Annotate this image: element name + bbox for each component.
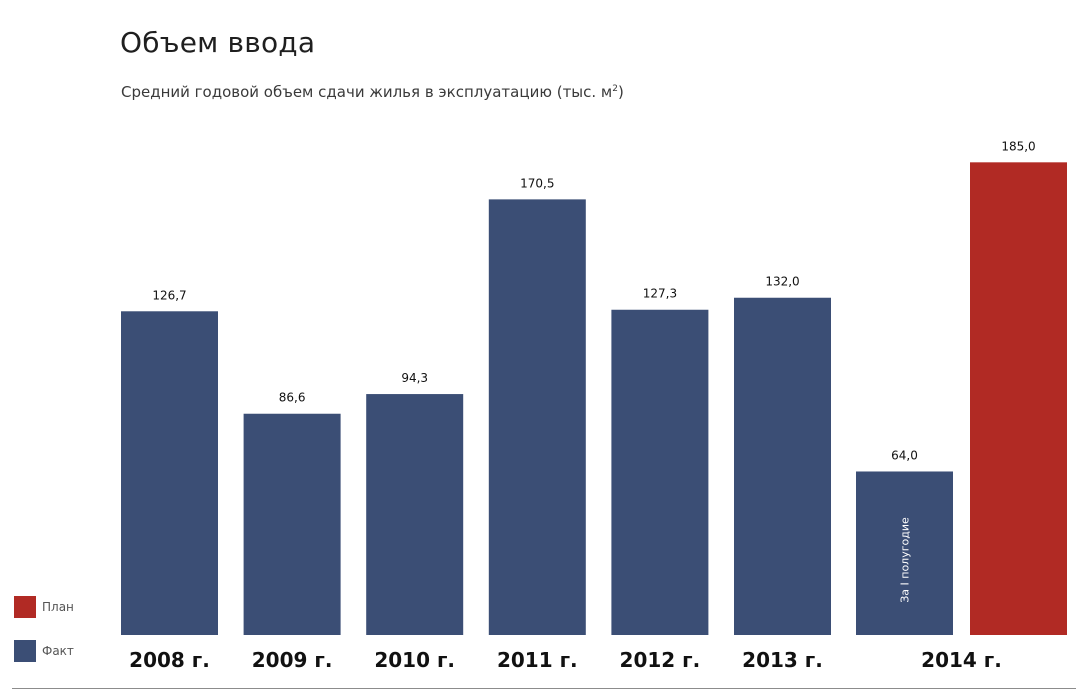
subtitle-superscript: 2: [612, 84, 618, 94]
category-label: 2011 г.: [497, 648, 578, 672]
bar-fact: [121, 311, 218, 635]
bar-fact: [734, 297, 831, 635]
legend: План Факт: [14, 596, 74, 684]
category-label: 2014 г.: [921, 648, 1002, 672]
legend-swatch-fact: [14, 640, 36, 662]
legend-item-plan: План: [14, 596, 74, 618]
bar-fact: [366, 394, 464, 635]
data-label-fact: 170,5: [520, 176, 554, 190]
data-label-fact: 64,0: [891, 448, 918, 462]
chart-subtitle: Средний годовой объем сдачи жилья в эксп…: [121, 83, 624, 101]
category-label: 2010 г.: [374, 648, 455, 672]
bottom-divider: [12, 688, 1076, 689]
chart-title: Объем ввода: [120, 26, 316, 59]
category-label: 2009 г.: [252, 648, 333, 672]
legend-item-fact: Факт: [14, 640, 74, 662]
data-label-fact: 86,6: [279, 391, 306, 405]
legend-swatch-plan: [14, 596, 36, 618]
legend-label-fact: Факт: [42, 644, 74, 658]
bar-plan: [970, 162, 1067, 635]
bar-fact: [611, 309, 709, 635]
subtitle-text: Средний годовой объем сдачи жилья в эксп…: [121, 83, 613, 101]
legend-label-plan: План: [42, 600, 74, 614]
data-label-fact: 132,0: [765, 275, 799, 289]
data-label-fact: 127,3: [643, 287, 677, 301]
bar-fact: [243, 413, 341, 635]
bar-fact: [488, 199, 586, 635]
data-label-fact: 94,3: [401, 371, 428, 385]
category-label: 2008 г.: [129, 648, 210, 672]
subtitle-tail: ): [617, 83, 624, 101]
category-label: 2012 г.: [620, 648, 701, 672]
category-label: 2013 г.: [742, 648, 823, 672]
data-label-fact: 126,7: [152, 288, 186, 302]
bar-fact: [856, 471, 953, 635]
bar-annotation: За I полугодие: [899, 517, 912, 603]
data-label-plan: 185,0: [1001, 139, 1035, 153]
